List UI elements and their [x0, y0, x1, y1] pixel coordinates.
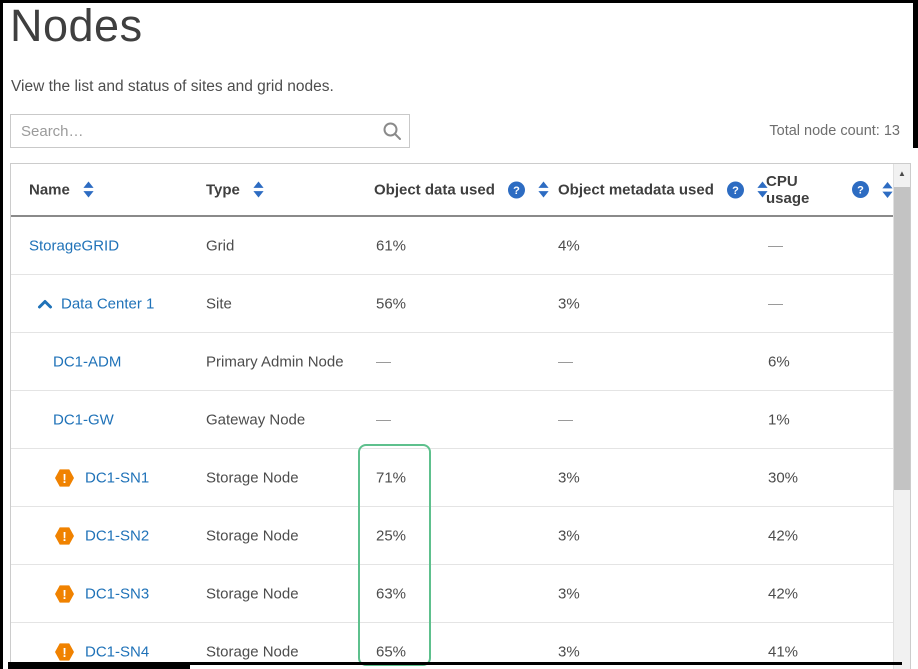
- table-scrollbar[interactable]: ▲: [893, 164, 910, 669]
- cell-object-metadata-used: 3%: [558, 643, 580, 660]
- cell-object-data-used: 56%: [376, 295, 407, 312]
- cell-cpu-usage: 41%: [768, 643, 799, 660]
- table-row: ! DC1-SN3 Storage Node 63% 3% 42%: [11, 565, 893, 623]
- page-subtitle: View the list and status of sites and gr…: [11, 78, 334, 95]
- help-icon[interactable]: ?: [852, 181, 869, 198]
- cell-cpu-usage: 30%: [768, 469, 799, 486]
- scrollbar-thumb[interactable]: [894, 187, 910, 490]
- sort-icon[interactable]: [882, 181, 893, 198]
- window-border-top: [0, 0, 918, 3]
- cell-type: Gateway Node: [206, 411, 306, 428]
- warning-icon: !: [54, 584, 75, 603]
- table-row: ! DC1-GW Gateway Node — — 1%: [11, 391, 893, 449]
- node-name-link[interactable]: DC1-SN1: [85, 469, 150, 486]
- column-label: Object metadata used: [558, 181, 714, 198]
- table-row: ! Data Center 1 Site 56% 3% —: [11, 275, 893, 333]
- help-icon[interactable]: ?: [726, 181, 744, 198]
- sort-icon[interactable]: [253, 181, 264, 198]
- cell-object-data-used: 61%: [376, 237, 407, 254]
- column-label: CPU usage: [766, 172, 810, 207]
- cell-type: Storage Node: [206, 527, 299, 544]
- cell-object-data-used: 65%: [376, 643, 407, 660]
- cell-type: Site: [206, 295, 232, 312]
- cell-object-metadata-used: 3%: [558, 469, 580, 486]
- column-header-object-metadata-used[interactable]: Object metadata used ?: [558, 181, 768, 198]
- cell-object-data-used: 25%: [376, 527, 407, 544]
- cell-cpu-usage: —: [768, 295, 783, 312]
- cell-object-metadata-used: 3%: [558, 527, 580, 544]
- column-header-type[interactable]: Type: [206, 181, 264, 198]
- cell-cpu-usage: —: [768, 237, 783, 254]
- svg-text:?: ?: [857, 185, 864, 197]
- cell-type: Primary Admin Node: [206, 353, 344, 370]
- cell-type: Storage Node: [206, 643, 299, 660]
- cell-cpu-usage: 42%: [768, 527, 799, 544]
- table-row: ! DC1-SN2 Storage Node 25% 3% 42%: [11, 507, 893, 565]
- search-box: [10, 114, 410, 148]
- window-border-bottom: [190, 662, 902, 665]
- column-header-name[interactable]: Name: [29, 181, 94, 198]
- search-input[interactable]: [11, 122, 375, 140]
- table-header: Name Type Object data used ? Object meta…: [11, 164, 893, 217]
- cell-object-data-used: —: [376, 353, 391, 370]
- svg-text:?: ?: [732, 185, 739, 197]
- table-row: ! DC1-ADM Primary Admin Node — — 6%: [11, 333, 893, 391]
- column-label: Object data used: [374, 181, 495, 198]
- help-icon[interactable]: ?: [507, 181, 525, 198]
- warning-icon: !: [54, 642, 75, 661]
- sort-icon[interactable]: [538, 181, 549, 198]
- cell-cpu-usage: 6%: [768, 353, 790, 370]
- table-row: ! DC1-SN1 Storage Node 71% 3% 30%: [11, 449, 893, 507]
- cell-object-data-used: 63%: [376, 585, 407, 602]
- cell-object-data-used: —: [376, 411, 391, 428]
- nodes-table: Name Type Object data used ? Object meta…: [10, 163, 911, 669]
- cell-type: Grid: [206, 237, 235, 254]
- column-label: Type: [206, 181, 240, 198]
- svg-text:!: !: [62, 470, 66, 485]
- svg-text:!: !: [62, 586, 66, 601]
- total-node-count: Total node count: 13: [769, 123, 900, 139]
- column-label: Name: [29, 181, 70, 198]
- cell-cpu-usage: 1%: [768, 411, 790, 428]
- node-name-link[interactable]: DC1-GW: [53, 411, 114, 428]
- window-border-left: [0, 0, 3, 669]
- page-title: Nodes: [10, 0, 143, 51]
- node-name-link[interactable]: DC1-SN4: [85, 643, 150, 660]
- cell-object-metadata-used: 4%: [558, 237, 580, 254]
- cell-object-metadata-used: —: [558, 353, 573, 370]
- column-header-object-data-used[interactable]: Object data used ?: [374, 181, 549, 198]
- search-icon[interactable]: [375, 121, 409, 141]
- column-header-cpu-usage[interactable]: CPU usage ?: [766, 173, 893, 207]
- table-body: ! StorageGRID Grid 61% 4% — ! Data Cente…: [11, 217, 910, 669]
- cell-object-metadata-used: 3%: [558, 585, 580, 602]
- page-scrollbar-thumb-horizontal[interactable]: [8, 662, 190, 669]
- warning-icon: !: [54, 468, 75, 487]
- sort-icon[interactable]: [83, 181, 94, 198]
- node-name-link[interactable]: DC1-ADM: [53, 353, 122, 370]
- node-name-link[interactable]: StorageGRID: [29, 237, 120, 254]
- warning-icon: !: [54, 526, 75, 545]
- node-name-link[interactable]: DC1-SN2: [85, 527, 150, 544]
- cell-type: Storage Node: [206, 585, 299, 602]
- svg-text:!: !: [62, 644, 66, 659]
- cell-type: Storage Node: [206, 469, 299, 486]
- scrollbar-up-arrow-icon[interactable]: ▲: [898, 169, 906, 178]
- svg-text:?: ?: [513, 185, 520, 197]
- sort-icon[interactable]: [757, 181, 768, 198]
- table-row: ! DC1-SN4 Storage Node 65% 3% 41%: [11, 623, 893, 669]
- table-row: ! StorageGRID Grid 61% 4% —: [11, 217, 893, 275]
- svg-text:!: !: [62, 528, 66, 543]
- cell-object-metadata-used: —: [558, 411, 573, 428]
- page-scrollbar-thumb-vertical[interactable]: [913, 0, 918, 148]
- node-name-link[interactable]: DC1-SN3: [85, 585, 150, 602]
- node-name-link[interactable]: Data Center 1: [61, 295, 155, 312]
- cell-cpu-usage: 42%: [768, 585, 799, 602]
- cell-object-data-used: 71%: [376, 469, 407, 486]
- cell-object-metadata-used: 3%: [558, 295, 580, 312]
- collapse-caret-icon[interactable]: [37, 298, 53, 309]
